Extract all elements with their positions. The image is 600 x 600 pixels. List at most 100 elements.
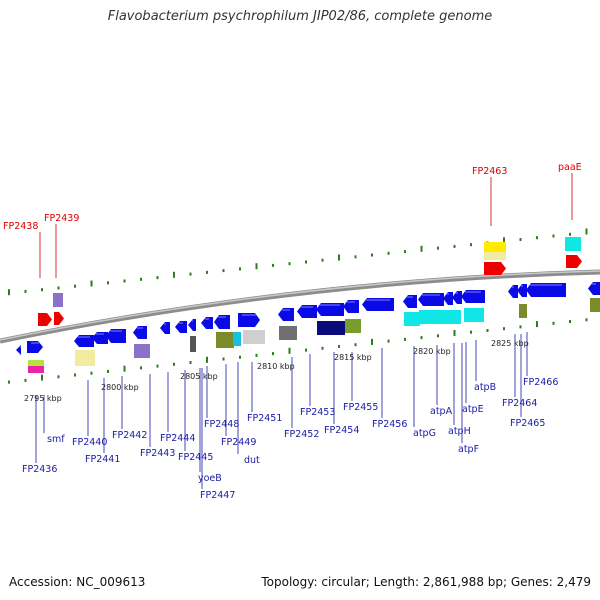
tick-mark (41, 288, 43, 292)
gene-arrow (588, 282, 600, 295)
inner-tick-track (8, 318, 588, 384)
highlighted-gene-label: FP2438 (3, 221, 38, 232)
tick-mark (420, 245, 423, 252)
gene-label: FP2454 (324, 425, 359, 436)
genome-summary-text: Topology: circular; Length: 2,861,988 bp… (261, 575, 591, 589)
highlighted-gene-label: paaE (558, 162, 582, 173)
gene-label: dut (244, 455, 260, 466)
tick-mark (74, 373, 76, 377)
feature-block (190, 336, 196, 352)
tick-mark (8, 380, 10, 384)
feature-block (53, 293, 63, 307)
tick-mark (156, 364, 159, 368)
feature-block (28, 366, 44, 373)
gene-label: yoeB (198, 473, 222, 484)
feature-block (134, 344, 150, 358)
gene-label: FP2452 (284, 429, 319, 440)
gene-arrow-shine (456, 292, 458, 294)
tick-mark (569, 232, 571, 236)
tick-mark (338, 345, 340, 348)
gene-arrow (160, 322, 170, 334)
tick-mark (503, 327, 505, 331)
gene-label: FP2465 (510, 418, 545, 429)
gene-label: FP2448 (204, 419, 239, 430)
tick-mark (206, 270, 208, 274)
gene-arrow (238, 313, 260, 327)
gene-label: FP2447 (200, 490, 235, 501)
tick-mark (222, 357, 225, 361)
gene-label: FP2453 (300, 407, 335, 418)
map-title: Flavobacterium psychrophilum JIP02/86, c… (107, 9, 493, 24)
gene-label: FP2444 (160, 433, 195, 444)
gene-arrow-shine (465, 291, 481, 293)
gene-arrow-shine (282, 309, 290, 311)
tick-mark (24, 378, 27, 382)
gene-label: FP2449 (221, 437, 256, 448)
feature-block (419, 310, 461, 324)
gene-label: atpA (430, 406, 453, 417)
gene-arrow-shine (512, 286, 514, 288)
gene-label: atpH (448, 426, 471, 437)
gene-arrow (526, 283, 566, 297)
tick-mark (404, 337, 406, 341)
feature-block (216, 332, 234, 348)
tick-mark (189, 361, 192, 364)
genome-backbone (0, 269, 600, 344)
gene-arrow (343, 300, 359, 313)
gene-arrow (403, 295, 417, 308)
gene-label: atpB (474, 382, 496, 393)
gene-arrow-shine (96, 333, 104, 335)
gene-arrow-shine (218, 316, 226, 318)
tick-mark (536, 321, 538, 328)
tick-mark (321, 258, 324, 262)
kbp-position-label: 2810 kbp (257, 362, 295, 371)
gene-arrow (16, 345, 21, 355)
tick-mark (321, 346, 324, 350)
tick-mark (585, 228, 588, 235)
gene-arrow (443, 292, 453, 305)
tick-mark (470, 330, 472, 334)
gene-label: FP2442 (112, 430, 147, 441)
tick-mark (453, 244, 456, 248)
gene-arrow-shine (78, 336, 90, 338)
tick-mark (173, 362, 175, 366)
feature-block (464, 308, 484, 322)
gene-label: FP2464 (502, 398, 537, 409)
gene-arrow-shine (242, 314, 256, 316)
gene-arrow-shine (422, 294, 440, 296)
tick-mark (420, 336, 423, 340)
gene-arrow-shine (592, 283, 596, 285)
tick-mark (222, 269, 225, 273)
gene-label: FP2455 (343, 402, 378, 413)
gene-arrow-shine (366, 299, 390, 301)
tick-mark (371, 253, 373, 257)
gene-arrow-shine (205, 318, 209, 320)
kbp-position-label: 2815 kbp (334, 353, 372, 362)
gene-arrow-shine (164, 323, 166, 325)
gene-label: atpG (413, 428, 436, 439)
gene-label: FP2440 (72, 437, 107, 448)
genome-backbone-highlight (0, 270, 600, 341)
gene-arrow (214, 315, 230, 329)
tick-mark (123, 365, 126, 372)
gene-label: smf (47, 434, 65, 445)
feature-block (243, 330, 265, 344)
gene-label: FP2436 (22, 464, 57, 475)
highlighted-gene-label: FP2463 (472, 166, 507, 177)
tick-mark (354, 343, 357, 347)
kbp-position-label: 2825 kbp (491, 339, 529, 348)
gene-arrow (175, 321, 187, 333)
gene-label: FP2456 (372, 419, 407, 430)
highlighted-gene-arrow (54, 312, 64, 325)
gene-label: FP2466 (523, 377, 558, 388)
feature-block (590, 298, 600, 312)
feature-block (519, 304, 527, 318)
feature-block (404, 312, 420, 326)
gene-arrow-shine (192, 320, 193, 322)
gene-arrow-shine (137, 327, 143, 329)
gene-arrow-shine (301, 306, 313, 308)
tick-mark (437, 334, 439, 338)
gene-label: FP2443 (140, 448, 175, 459)
tick-mark (288, 262, 291, 266)
tick-mark (57, 375, 60, 379)
